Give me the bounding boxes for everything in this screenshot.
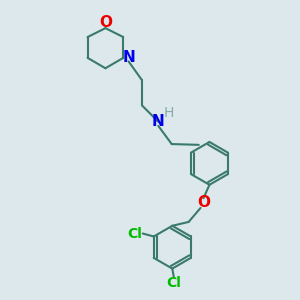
Text: H: H	[164, 106, 174, 120]
Text: O: O	[99, 15, 112, 30]
Text: O: O	[197, 195, 210, 210]
Text: Cl: Cl	[166, 276, 181, 290]
Text: N: N	[122, 50, 135, 65]
Text: N: N	[152, 114, 165, 129]
Text: Cl: Cl	[127, 226, 142, 241]
